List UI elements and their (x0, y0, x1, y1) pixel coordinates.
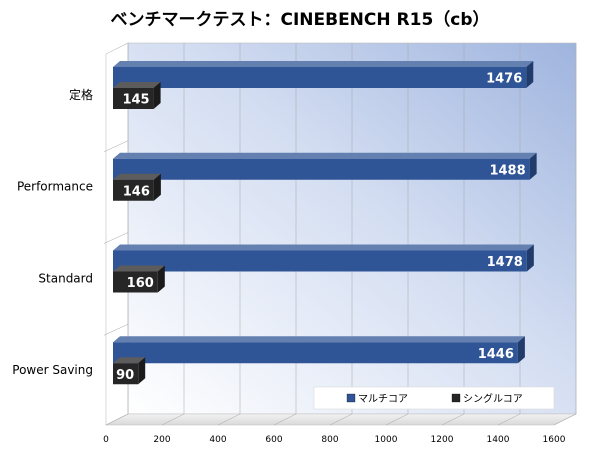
bar-end (529, 152, 537, 180)
category-label: Performance (17, 180, 93, 194)
bar-multicore (113, 342, 518, 364)
category-label: Standard (38, 271, 93, 285)
data-label: 146 (123, 184, 150, 199)
legend-swatch (346, 393, 356, 403)
gridline-floor (161, 413, 185, 426)
data-label: 1488 (489, 163, 525, 178)
gridline-floor (553, 413, 577, 426)
bar-multicore (113, 250, 527, 272)
x-tick-label: 1600 (543, 435, 566, 445)
category-divider (103, 324, 129, 336)
x-tick-label: 1200 (431, 435, 454, 445)
bar-top (113, 152, 537, 159)
category-label: Power Saving (12, 363, 93, 377)
bar-top (113, 244, 534, 251)
x-tick-label: 200 (153, 435, 170, 445)
x-tick-label: 600 (265, 435, 282, 445)
bar-top (113, 173, 161, 180)
gridline-floor (329, 413, 353, 426)
bar-end (153, 173, 161, 201)
gridline-floor (385, 413, 409, 426)
data-label: 90 (116, 368, 134, 383)
bar-top (113, 336, 525, 343)
bar-singlecore (113, 88, 154, 109)
bar-end (138, 357, 146, 385)
bar-multicore (113, 158, 530, 180)
bar-singlecore (113, 363, 139, 385)
data-label: 1446 (478, 347, 514, 362)
legend-box (313, 386, 555, 410)
chart-title: ベンチマークテスト：CINEBENCH R15（cb） (110, 9, 489, 30)
bar-top (113, 82, 161, 88)
x-tick-label: 0 (103, 435, 109, 445)
plot-area: 0 200 400 600 800 1000 1200 1400 1600 定格 1476 145 Pe… (12, 42, 577, 445)
bar-end (526, 244, 534, 272)
bar-top (113, 357, 146, 364)
category-label: 定格 (69, 87, 93, 102)
bar-singlecore (113, 271, 158, 293)
x-tick-label: 1400 (487, 435, 510, 445)
x-tick-label: 400 (209, 435, 226, 445)
legend: マルチコア シングルコア (313, 386, 555, 410)
bar-top (113, 265, 165, 272)
category-divider (103, 140, 129, 152)
data-label: 1478 (487, 255, 523, 270)
bar-top (113, 61, 534, 67)
category-divider (103, 232, 129, 244)
bar-end (157, 265, 165, 293)
data-label: 160 (127, 276, 154, 291)
bar-end (517, 336, 525, 364)
gridline-floor (441, 413, 465, 426)
data-label: 1476 (486, 72, 522, 87)
legend-label: マルチコア (358, 393, 408, 405)
bar-multicore (113, 67, 527, 88)
gridline-floor (217, 413, 241, 426)
bar-singlecore (113, 179, 154, 201)
bar-end (153, 82, 161, 109)
legend-swatch (451, 393, 461, 403)
x-tick-label: 800 (321, 435, 338, 445)
gridline-floor (105, 413, 129, 426)
data-label: 145 (122, 93, 149, 108)
gridline-floor (497, 413, 521, 426)
x-tick-label: 1000 (375, 435, 398, 445)
gridline-floor (273, 413, 297, 426)
legend-label: シングルコア (463, 392, 523, 405)
bar-end (526, 61, 534, 88)
